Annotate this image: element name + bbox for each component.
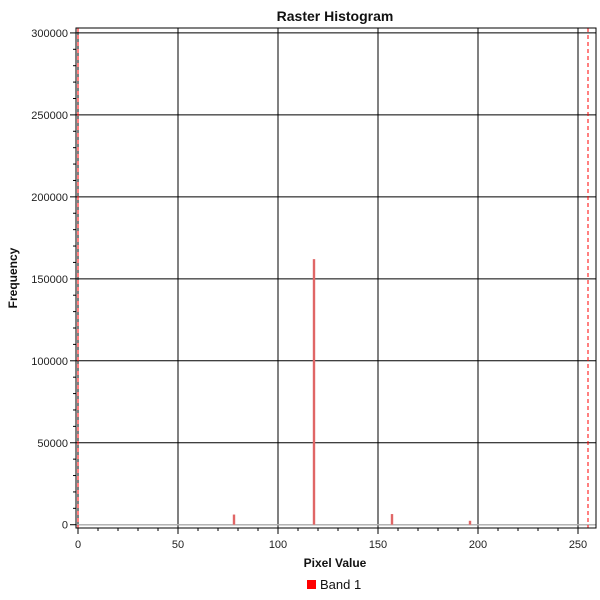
x-tick-label: 250 [569,539,587,551]
x-tick-label: 150 [369,539,387,551]
x-tick-label: 50 [172,539,184,551]
y-tick-label: 0 [62,520,68,532]
plot-area-frame [75,27,597,529]
histogram-bar [312,259,316,525]
histogram-bars [232,259,472,525]
y-tick-label: 250000 [31,110,68,122]
y-tick-label: 100000 [31,356,68,368]
x-tick-label: 200 [469,539,487,551]
legend-label: Band 1 [320,577,361,592]
histogram-bar [390,514,394,525]
x-tick-label: 100 [269,539,287,551]
range-markers [77,28,589,528]
y-axis-label: Frequency [6,247,20,308]
y-axis-ticks: 0 50000 100000 150000 200000 250000 300000 [31,28,76,532]
y-tick-label: 50000 [37,438,68,450]
y-tick-label: 200000 [31,192,68,204]
y-tick-label: 300000 [31,28,68,40]
x-tick-label: 0 [75,539,81,551]
y-tick-label: 150000 [31,274,68,286]
chart-title: Raster Histogram [277,8,394,24]
x-axis-label: Pixel Value [304,556,367,570]
histogram-bar [232,514,236,525]
histogram-bar [468,520,472,525]
grid-lines [76,28,596,528]
legend[interactable]: Band 1 [307,577,361,592]
legend-swatch [307,580,316,589]
x-axis-ticks: 0 50 100 150 200 250 [75,528,587,551]
